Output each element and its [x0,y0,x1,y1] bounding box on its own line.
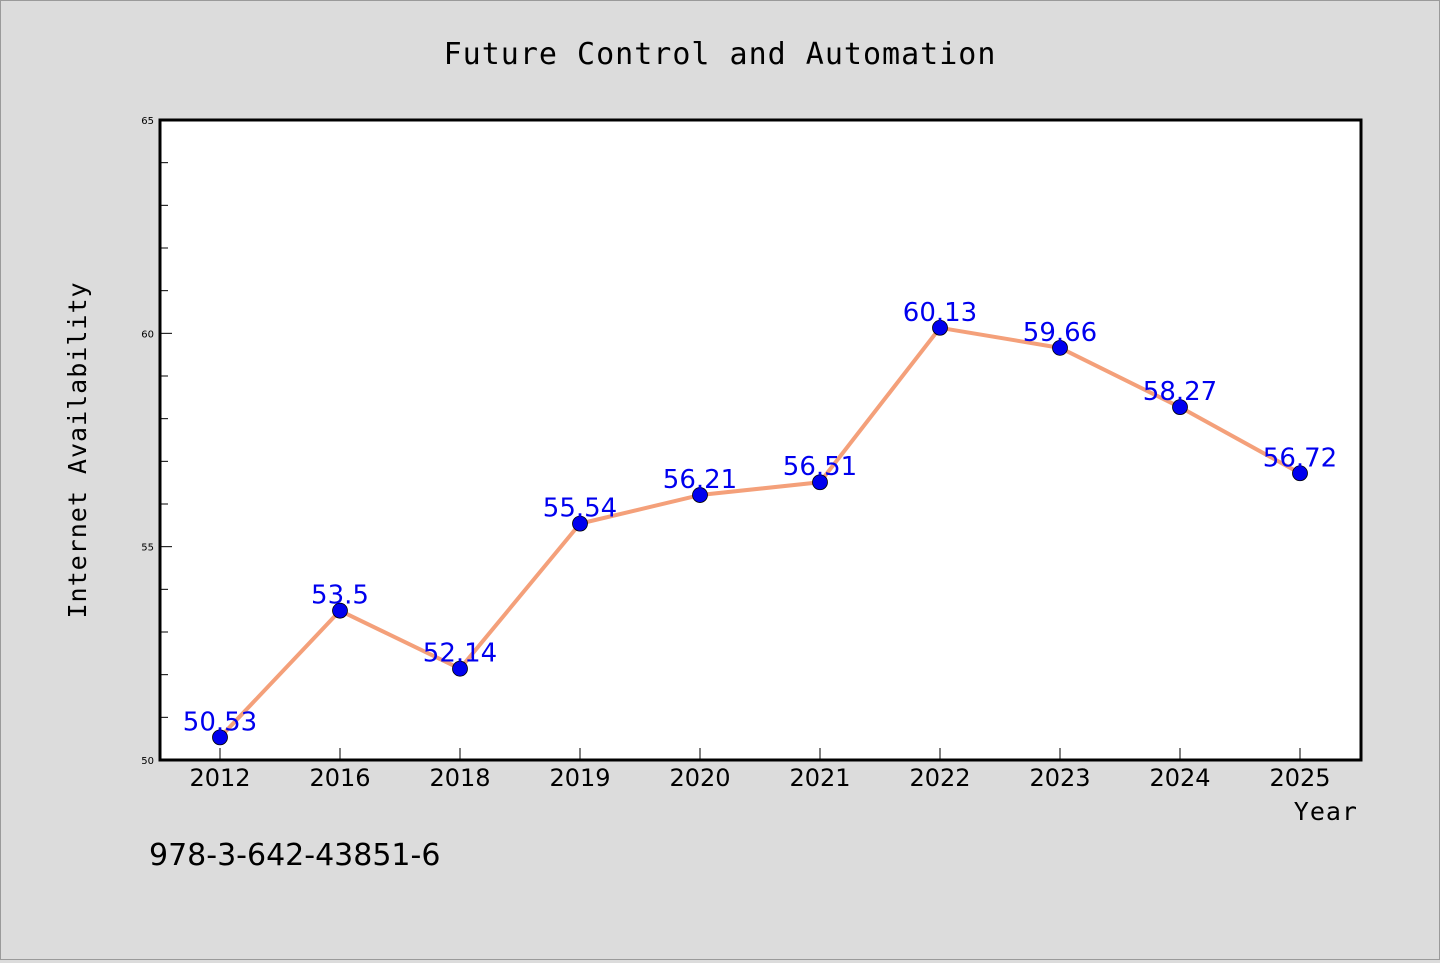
data-point [212,729,228,746]
data-label: 59.66 [1023,318,1097,348]
y-tick-label: 50 [141,756,154,767]
chart-title: Future Control and Automation [444,37,997,72]
data-point [1292,465,1308,482]
y-tick-label: 65 [141,116,154,127]
x-tick-label: 2021 [789,764,850,792]
x-tick-label: 2019 [549,764,610,792]
data-label: 50.53 [183,707,257,737]
data-point [692,487,708,503]
y-axis-title: Internet Availability [63,281,92,618]
data-point [572,515,588,532]
data-label: 60.13 [903,298,977,328]
data-point [932,319,948,336]
x-tick-label: 2022 [909,764,970,792]
data-label: 55.54 [543,494,617,524]
x-axis-ticks: 2012 2016 2018 2019 2020 2021 2022 2023 2024 2025 [189,748,1331,792]
data-label: 52.14 [423,639,497,669]
y-tick-label: 55 [141,543,154,554]
data-label: 53.5 [311,581,369,611]
x-tick-label: 2018 [429,764,490,792]
x-tick-label: 2025 [1269,764,1330,792]
data-label: 56.21 [663,465,737,495]
data-labels: 50.53 53.5 52.14 55.54 56.21 56.51 60.13 59.66 5… [183,298,1337,738]
data-point [1052,339,1068,356]
x-tick-label: 2016 [309,764,370,792]
x-tick-label: 2020 [669,764,730,792]
series-line [218,325,1301,739]
x-axis-title: Year [1294,797,1358,826]
data-label: 56.51 [783,452,857,482]
series-lines [218,325,1301,739]
plot-area [160,120,1361,760]
x-tick-label: 2024 [1149,764,1210,792]
y-tick-label: 60 [141,329,154,340]
data-label: 58.27 [1143,377,1217,407]
data-point [812,474,828,491]
data-point [452,660,468,677]
series-markers [212,319,1308,746]
x-tick-label: 2023 [1029,764,1090,792]
plot-border [158,118,1363,762]
x-tick-label: 2012 [189,764,250,792]
data-label: 56.72 [1263,443,1337,473]
data-point [332,602,348,619]
isbn-label: 978-3-642-43851-6 [149,838,440,873]
data-point [1172,399,1188,416]
